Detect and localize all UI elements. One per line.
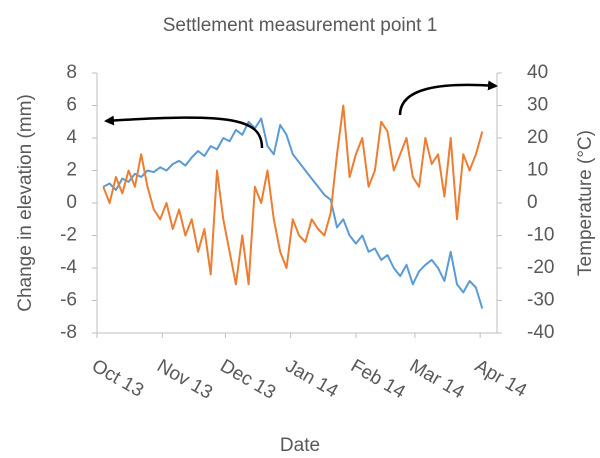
y-tick-label: 0: [66, 192, 77, 213]
series-line: [102, 117, 484, 309]
y2-tick-label: 0: [527, 192, 538, 213]
y-tick-label: 4: [66, 127, 77, 148]
x-tick-label: Mar 14: [406, 355, 468, 403]
y2-tick-label: 20: [527, 127, 548, 148]
y2-axis-label: Temperature (°C): [575, 130, 596, 276]
x-tick-label: Feb 14: [347, 355, 409, 403]
y2-tick-label: -30: [527, 290, 554, 311]
y-tick-label: -6: [60, 290, 77, 311]
annotations: [104, 80, 498, 149]
y2-tick-label: 10: [527, 160, 548, 181]
y-tick-label: -8: [60, 322, 77, 343]
y2-tick-label: -40: [527, 322, 554, 343]
y-tick-label: 2: [66, 160, 77, 181]
x-tick-label: Nov 13: [153, 355, 216, 403]
x-tick-label: Dec 13: [216, 355, 279, 403]
x-tick-label: Oct 13: [88, 355, 147, 401]
x-axis-label: Date: [280, 435, 320, 456]
y-tick-label: -2: [60, 225, 77, 246]
y2-tick-label: -20: [527, 257, 554, 278]
arrow-right: [398, 80, 498, 116]
y-tick-label: 8: [66, 62, 77, 83]
y-tick-label: 6: [66, 95, 77, 116]
y-axis-label: Change in elevation (mm): [15, 94, 36, 312]
y2-tick-label: 40: [527, 62, 548, 83]
chart-title: Settlement measurement point 1: [163, 15, 438, 36]
arrow-left: [104, 115, 264, 149]
y2-tick-label: -10: [527, 225, 554, 246]
series-line: [102, 104, 484, 286]
x-tick-label: Jan 14: [282, 355, 342, 402]
x-tick-label: Apr 14: [471, 355, 530, 401]
y-tick-label: -4: [60, 257, 77, 278]
y2-tick-label: 30: [527, 95, 548, 116]
